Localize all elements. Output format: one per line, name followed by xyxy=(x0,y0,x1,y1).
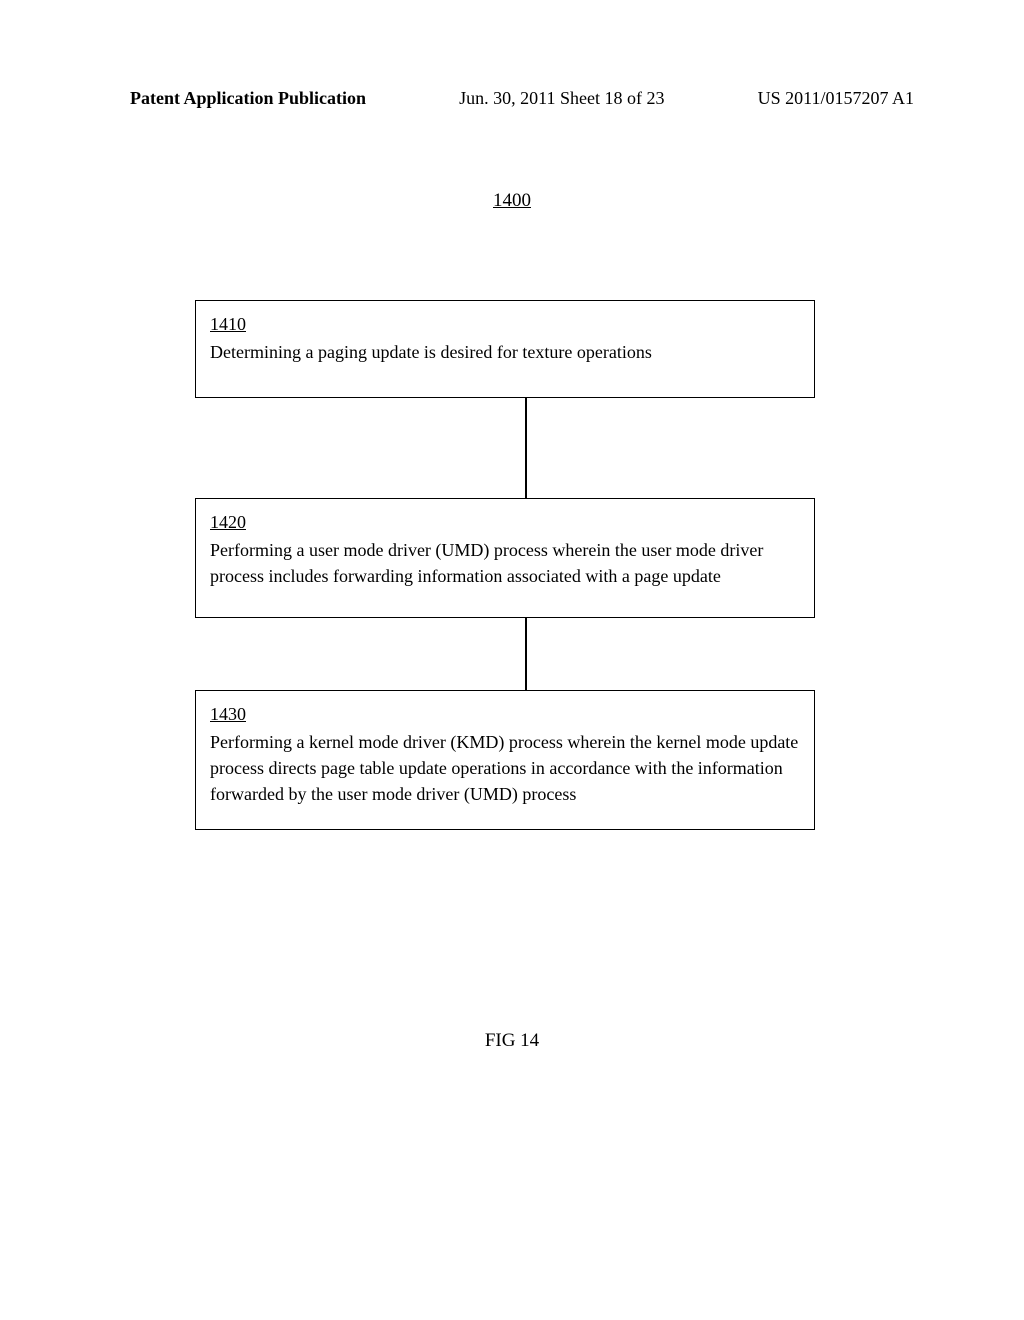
flowchart-container: 1410 Determining a paging update is desi… xyxy=(195,300,815,830)
page-header: Patent Application Publication Jun. 30, … xyxy=(0,88,1024,109)
flowchart-connector xyxy=(525,398,527,498)
step-text: Performing a kernel mode driver (KMD) pr… xyxy=(210,732,798,804)
header-date-sheet: Jun. 30, 2011 Sheet 18 of 23 xyxy=(459,88,664,109)
header-publication-type: Patent Application Publication xyxy=(130,88,366,109)
flowchart-step-3: 1430 Performing a kernel mode driver (KM… xyxy=(195,690,815,830)
flowchart-connector xyxy=(525,618,527,690)
header-patent-number: US 2011/0157207 A1 xyxy=(758,88,914,109)
diagram-reference-number: 1400 xyxy=(0,190,1024,212)
step-text: Determining a paging update is desired f… xyxy=(210,342,652,362)
step-reference-number: 1410 xyxy=(210,311,800,337)
flowchart-step-1: 1410 Determining a paging update is desi… xyxy=(195,300,815,398)
figure-label: FIG 14 xyxy=(0,1030,1024,1052)
step-reference-number: 1430 xyxy=(210,701,800,727)
step-reference-number: 1420 xyxy=(210,509,800,535)
flowchart-step-2: 1420 Performing a user mode driver (UMD)… xyxy=(195,498,815,618)
step-text: Performing a user mode driver (UMD) proc… xyxy=(210,540,763,586)
